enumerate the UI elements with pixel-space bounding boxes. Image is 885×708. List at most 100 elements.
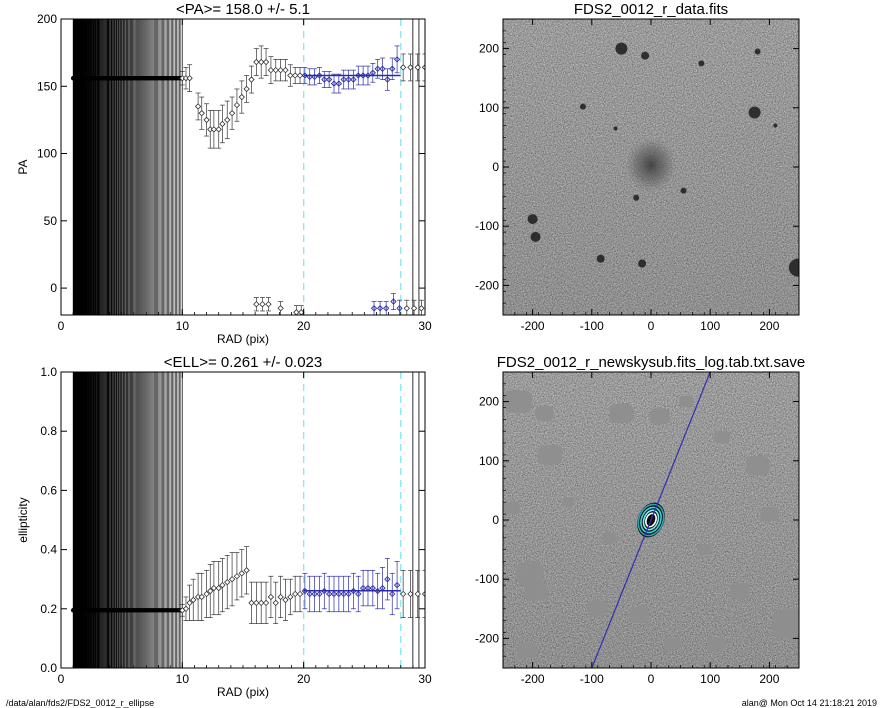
- mask-region: [516, 642, 537, 659]
- data-image-y-tick-label: 100: [479, 101, 499, 115]
- data-point: [258, 581, 265, 624]
- data-image-panel: FDS2_0012_r_data.fits -200 -100 0 100 200 -20…: [475, 1, 800, 333]
- ell-y-tick-label: 0.6: [40, 483, 57, 497]
- data-point: [306, 575, 313, 613]
- data-point: [277, 301, 284, 315]
- data-point: [421, 53, 425, 82]
- data-point: [287, 64, 294, 87]
- data-point: [345, 69, 352, 90]
- data-point: [194, 92, 202, 121]
- pa-x-axis-label: RAD (pix): [217, 332, 269, 346]
- data-point: [248, 581, 255, 624]
- ell-y-tick-label: 0.8: [40, 424, 57, 438]
- data-point: [262, 581, 270, 624]
- data-point: [330, 73, 338, 94]
- data-point: [350, 69, 357, 90]
- data-point: [238, 80, 245, 114]
- data-point: [384, 558, 391, 601]
- ell-y-tick-label: 0.2: [40, 602, 57, 616]
- mask-region: [714, 430, 731, 444]
- data-point: [179, 604, 186, 617]
- data-point: [311, 68, 318, 86]
- data-point: [369, 63, 376, 83]
- data-point: [253, 48, 260, 76]
- data-point: [340, 69, 347, 90]
- data-point: [248, 65, 255, 94]
- ell-y-tick-label: 1.0: [40, 365, 57, 379]
- data-point: [219, 558, 226, 613]
- mask-region: [503, 501, 520, 515]
- data-point: [383, 301, 390, 315]
- pa-x-tick-label: 20: [297, 319, 311, 333]
- masked-image-y-tick-label: -200: [475, 631, 499, 645]
- masked-image-y-tick-label: 200: [479, 395, 499, 409]
- galaxy-blob: [625, 137, 677, 193]
- data-image-y-tick-label: 0: [492, 160, 499, 174]
- data-point: [203, 569, 210, 619]
- mask-region: [609, 403, 634, 424]
- data-point: [399, 569, 407, 619]
- pa-plot-title: <PA>= 158.0 +/- 5.1: [176, 1, 310, 18]
- mask-region: [760, 506, 779, 522]
- star-source: [754, 48, 761, 55]
- mask-region: [649, 408, 670, 425]
- major-axis-line: [591, 372, 711, 668]
- data-point: [219, 104, 226, 144]
- star-source: [638, 259, 647, 268]
- data-point: [243, 75, 250, 103]
- mask-region: [587, 600, 608, 617]
- data-point: [277, 575, 284, 619]
- data-point: [282, 578, 289, 621]
- data-point: [287, 578, 294, 616]
- data-point: [407, 569, 414, 619]
- star-source: [596, 254, 605, 263]
- footer-path: /data/alan/fds2/FDS2_0012_r_ellipse: [6, 698, 155, 708]
- data-point: [410, 299, 418, 315]
- mask-region: [523, 581, 548, 601]
- data-point: [190, 578, 197, 621]
- data-point: [272, 59, 279, 82]
- data-point: [262, 48, 270, 76]
- data-point: [325, 575, 333, 613]
- data-image-y-tick-label: -100: [475, 219, 499, 233]
- data-point: [403, 299, 410, 315]
- data-point: [335, 73, 343, 94]
- footer-timestamp: alan@ Mon Oct 14 21:18:21 2019: [741, 698, 877, 708]
- data-image-y-tick-label: 200: [479, 42, 499, 56]
- data-point: [330, 575, 338, 613]
- data-point: [224, 555, 231, 610]
- ell-x-tick-label: 0: [58, 672, 65, 686]
- data-point: [198, 96, 205, 130]
- ell-plot-title: <ELL>= 0.261 +/- 0.023: [164, 354, 322, 371]
- data-image-x-tick-label: 100: [700, 319, 720, 333]
- data-point: [311, 575, 318, 613]
- mask-region: [503, 390, 532, 413]
- data-point: [233, 88, 241, 122]
- ell-y-axis-label: ellipticity: [16, 497, 30, 542]
- data-image-x-tick-label: 200: [759, 319, 779, 333]
- data-point: [389, 572, 396, 616]
- data-point: [418, 299, 425, 315]
- data-point: [369, 569, 376, 607]
- data-point: [379, 567, 386, 610]
- data-point: [399, 53, 407, 82]
- mask-region: [729, 583, 750, 600]
- data-point: [198, 572, 205, 621]
- data-point: [203, 103, 210, 137]
- data-point: [238, 549, 245, 598]
- data-point: [207, 564, 214, 619]
- data-point: [296, 575, 304, 613]
- star-source: [527, 214, 538, 225]
- data-point: [396, 299, 403, 315]
- ell-x-axis-label: RAD (pix): [217, 685, 269, 699]
- mask-region: [679, 396, 694, 408]
- masked-image-y-tick-label: -100: [475, 572, 499, 586]
- mask-region: [663, 637, 680, 651]
- data-point: [379, 57, 386, 80]
- mask-region: [515, 562, 544, 585]
- data-point: [210, 110, 218, 149]
- data-point: [389, 57, 396, 80]
- data-point: [253, 581, 260, 624]
- data-point: [224, 100, 231, 140]
- star-source: [788, 258, 799, 277]
